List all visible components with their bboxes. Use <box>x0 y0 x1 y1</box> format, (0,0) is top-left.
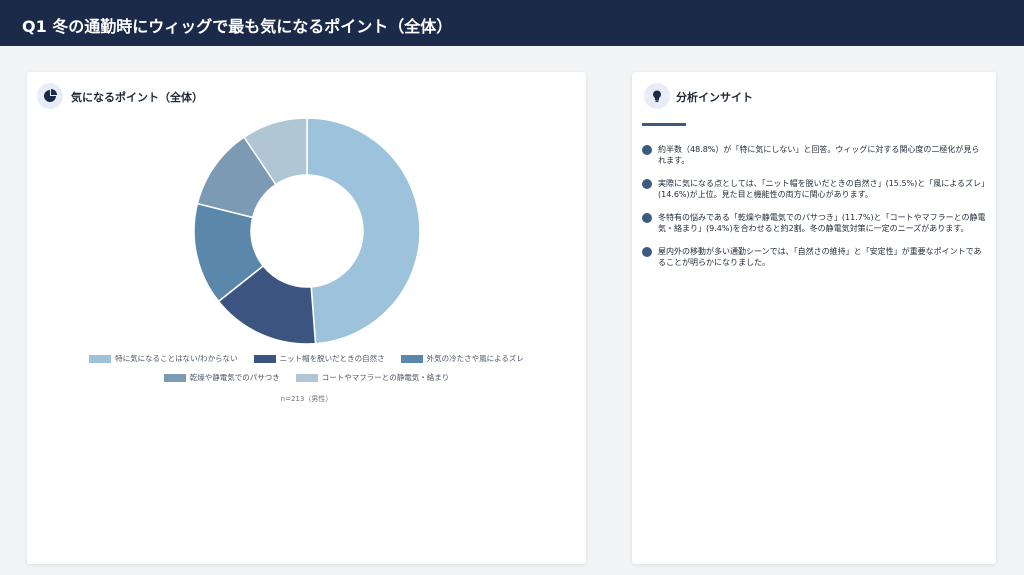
page-title: Q1 冬の通勤時にウィッグで最も気になるポイント（全体） <box>22 17 453 36</box>
legend-label: 乾燥や静電気でのパサつき <box>189 373 280 382</box>
legend-item[interactable]: ニット帽を脱いだときの自然さ <box>253 353 385 364</box>
insight-card: 分析インサイト 約半数（48.8%）が「特に気にしない」と回答。ウィッグに対する… <box>632 72 996 564</box>
legend-label: コートやマフラーとの静電気・絡まり <box>321 373 450 382</box>
chart-card-title: 気になるポイント（全体） <box>71 91 203 104</box>
legend-swatch <box>400 354 423 363</box>
legend-item[interactable]: 外気の冷たさや風によるズレ <box>400 353 524 364</box>
donut-slice[interactable] <box>306 117 421 345</box>
insight-card-title: 分析インサイト <box>676 91 753 104</box>
chart-legend-row-2: 乾燥や静電気でのパサつき コートやマフラーとの静電気・絡まり <box>27 372 586 383</box>
legend-label: ニット帽を脱いだときの自然さ <box>279 354 385 363</box>
legend-item[interactable]: コートやマフラーとの静電気・絡まり <box>295 372 450 383</box>
bullet-dot-icon <box>642 213 652 223</box>
lightbulb-icon <box>644 83 670 109</box>
insight-item: 実際に気になる点としては、「ニット帽を脱いだときの自然さ」(15.5%)と「風に… <box>642 178 987 200</box>
legend-swatch <box>89 354 112 363</box>
sample-size-note: n=213（男性） <box>280 395 333 403</box>
title-divider <box>642 123 686 126</box>
donut-chart <box>193 117 421 345</box>
insight-text: 実際に気になる点としては、「ニット帽を脱いだときの自然さ」(15.5%)と「風に… <box>658 179 986 199</box>
insight-item: 屋内外の移動が多い通勤シーンでは、「自然さの維持」と「安定性」が重要なポイントで… <box>642 246 987 268</box>
legend-label: 特に気になることはない/わからない <box>115 354 238 363</box>
legend-swatch <box>163 373 186 382</box>
page-header: Q1 冬の通勤時にウィッグで最も気になるポイント（全体） <box>0 0 1024 46</box>
bullet-dot-icon <box>642 145 652 155</box>
legend-swatch <box>295 373 318 382</box>
insight-item: 約半数（48.8%）が「特に気にしない」と回答。ウィッグに対する関心度の二極化が… <box>642 144 987 166</box>
legend-item[interactable]: 乾燥や静電気でのパサつき <box>163 372 280 383</box>
bullet-dot-icon <box>642 179 652 189</box>
insight-text: 冬特有の悩みである「乾燥や静電気でのパサつき」(11.7%)と「コートやマフラー… <box>658 213 986 233</box>
insight-text: 屋内外の移動が多い通勤シーンでは、「自然さの維持」と「安定性」が重要なポイントで… <box>658 247 982 267</box>
insight-item: 冬特有の悩みである「乾燥や静電気でのパサつき」(11.7%)と「コートやマフラー… <box>642 212 987 234</box>
donut-slice[interactable] <box>243 117 308 186</box>
chart-card: 気になるポイント（全体） 特に気になることはない/わからない ニット帽を脱いだと… <box>27 72 586 564</box>
legend-label: 外気の冷たさや風によるズレ <box>426 354 524 363</box>
legend-item[interactable]: 特に気になることはない/わからない <box>89 353 238 364</box>
insight-list: 約半数（48.8%）が「特に気にしない」と回答。ウィッグに対する関心度の二極化が… <box>642 144 987 280</box>
legend-swatch <box>253 354 276 363</box>
pie-chart-icon <box>37 83 63 109</box>
chart-legend-row-1: 特に気になることはない/わからない ニット帽を脱いだときの自然さ 外気の冷たさや… <box>27 353 586 364</box>
insight-text: 約半数（48.8%）が「特に気にしない」と回答。ウィッグに対する関心度の二極化が… <box>658 145 980 165</box>
bullet-dot-icon <box>642 247 652 257</box>
